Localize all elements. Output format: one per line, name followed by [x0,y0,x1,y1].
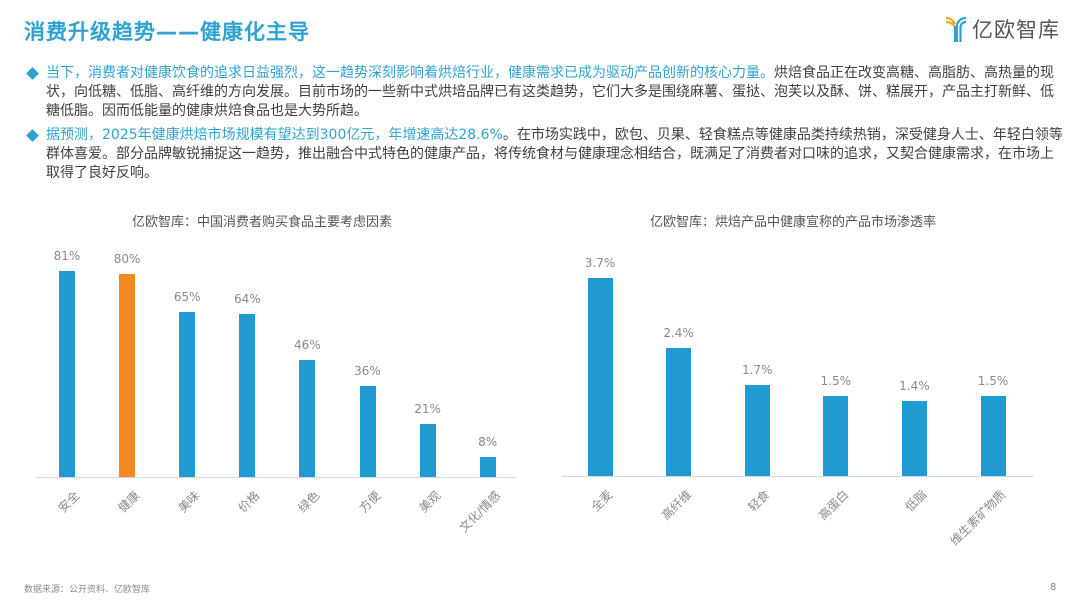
x-axis-label: 高蛋白 [815,487,852,523]
x-axis-label: 维生素矿物质 [947,487,1009,549]
bar-value-label: 46% [294,338,321,353]
yiou-y-logo-icon [945,16,967,42]
x-axis-label: 绿色 [295,488,323,516]
bar-value-label: 80% [113,251,141,266]
page-title: 消费升级趋势——健康化主导 [24,20,310,44]
bar [980,395,1006,476]
bar [666,347,692,476]
chart-right-axis [562,476,1034,477]
x-axis-label: 方便 [355,488,383,516]
bullet-text: 烘焙食品正在改变高糖、高脂肪、高热量的现状，向低糖、低脂、高纤维的方向发展。目前… [46,65,1054,119]
x-axis-label: 价格 [235,488,263,516]
bar-value-label: 8% [478,434,498,449]
bullet-item: 当下，消费者对健康饮食的追求日益强烈，这一趋势深刻影响着烘焙行业，健康需求已成为… [26,64,1066,121]
bar-value-label: 21% [414,401,441,416]
x-axis-label: 美观 [416,488,443,516]
bullet-highlight: 当下，消费者对健康饮食的追求日益强烈，这一趋势深刻影响着烘焙行业，健康需求已成为… [46,65,774,81]
x-axis-label: 健康 [115,488,143,516]
logo-text: 亿欧智库 [972,18,1060,42]
chart-title-right: 亿欧智库：烘焙产品中健康宣称的产品市场渗透率 [650,215,937,230]
bar-value-label: 81% [53,249,81,264]
data-source: 数据来源：公开资料、亿欧智库 [24,585,151,595]
bar [239,314,256,477]
bar-value-label: 1.4% [899,379,930,394]
x-axis-label: 美味 [175,488,203,516]
bullet-list: 当下，消费者对健康饮食的追求日益强烈，这一趋势深刻影响着烘焙行业，健康需求已成为… [26,64,1066,188]
bar [479,456,496,477]
bar [59,271,75,477]
diamond-bullet-icon [26,129,39,142]
chart-title-left: 亿欧智库：中国消费者购买食品主要考虑因素 [132,215,393,230]
bullet-item: 据预测，2025年健康烘焙市场规模有望达到300亿元，年增速高达28.6%。在市… [26,126,1066,183]
bar-value-label: 65% [173,289,201,304]
bar-value-label: 36% [354,363,381,378]
x-axis-label: 安全 [55,488,83,516]
x-axis-label: 全麦 [588,487,616,515]
bar [901,401,927,476]
bar-value-label: 3.7% [584,256,616,271]
bar [823,395,849,476]
bar [419,423,436,477]
page-number: 8 [1050,582,1057,593]
chart-left-axis [36,477,516,478]
x-axis-label: 低脂 [902,487,930,515]
bar [119,273,136,477]
bar-value-label: 64% [233,292,261,307]
bar-value-label: 1.5% [977,373,1009,388]
bar-value-label: 1.5% [820,373,852,388]
bar-value-label: 1.7% [741,363,773,378]
x-axis-label: 文化/情感 [456,488,504,536]
diamond-bullet-icon [26,67,39,80]
x-axis-label: 高纤维 [658,487,694,523]
bar [299,360,316,477]
bullet-text: 。在市场实践中，欧包、贝果、轻食糕点等健康品类持续热销，深受健身人士、年轻白领等… [46,127,1063,181]
bar [359,385,376,477]
brand-logo: 亿欧智库 [944,14,1060,44]
bar [179,311,196,477]
bar [587,278,613,476]
bullet-highlight: 据预测，2025年健康烘焙市场规模有望达到300亿元，年增速高达28.6% [46,127,503,143]
bar-value-label: 2.4% [663,325,694,340]
x-axis-label: 轻食 [745,487,773,515]
bar [744,385,770,476]
